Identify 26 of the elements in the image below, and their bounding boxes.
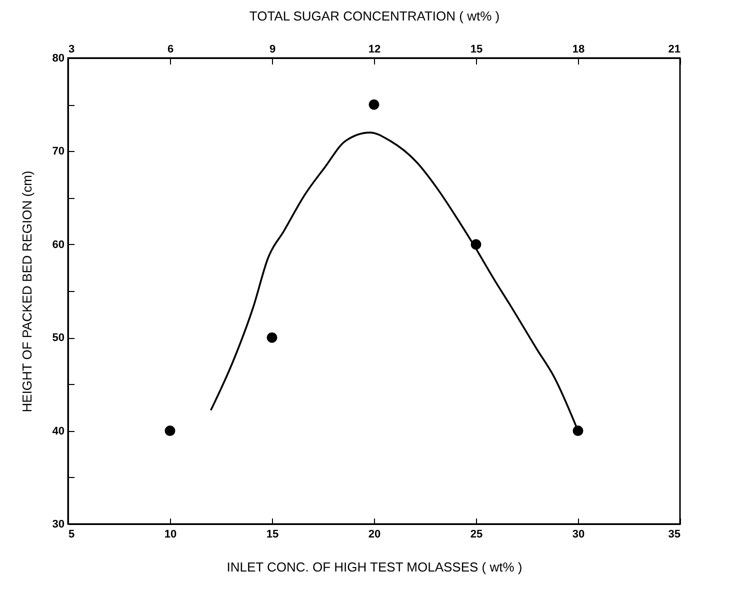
y-tick-label: 80 <box>52 52 64 64</box>
x2-tick-label: 15 <box>470 44 483 56</box>
x2-axis-title: TOTAL SUGAR CONCENTRATION ( wt% ) <box>249 8 500 24</box>
point <box>266 332 278 343</box>
y-axis-title: HEIGHT OF PACKED BED REGION (cm) <box>19 170 34 412</box>
y-tick-label: 50 <box>52 332 64 344</box>
x2-tick-label: 3 <box>68 44 75 56</box>
y-tick-label: 70 <box>52 146 64 158</box>
x2-tick-label: 18 <box>572 44 585 56</box>
y-tick-label: 60 <box>52 238 64 251</box>
x-tick-label: 15 <box>266 528 279 540</box>
x-tick-label: 20 <box>368 528 381 540</box>
y-tick-label: 40 <box>52 425 64 438</box>
x-tick-label: 25 <box>470 528 483 540</box>
x-tick-label: 30 <box>572 528 585 540</box>
x-tick-label: 35 <box>668 528 680 540</box>
x2-tick-label: 9 <box>269 44 276 56</box>
point <box>164 426 176 436</box>
x-tick-label: 5 <box>68 528 75 540</box>
x2-tick-label: 6 <box>167 44 174 56</box>
y-tick-label: 30 <box>52 518 64 530</box>
x-axis-title: INLET CONC. OF HIGH TEST MOLASSES ( wt% ) <box>226 560 522 574</box>
x2-tick-label: 21 <box>668 44 680 56</box>
x-tick-label: 10 <box>164 528 177 540</box>
point <box>368 99 380 110</box>
x2-tick-label: 12 <box>368 44 381 56</box>
